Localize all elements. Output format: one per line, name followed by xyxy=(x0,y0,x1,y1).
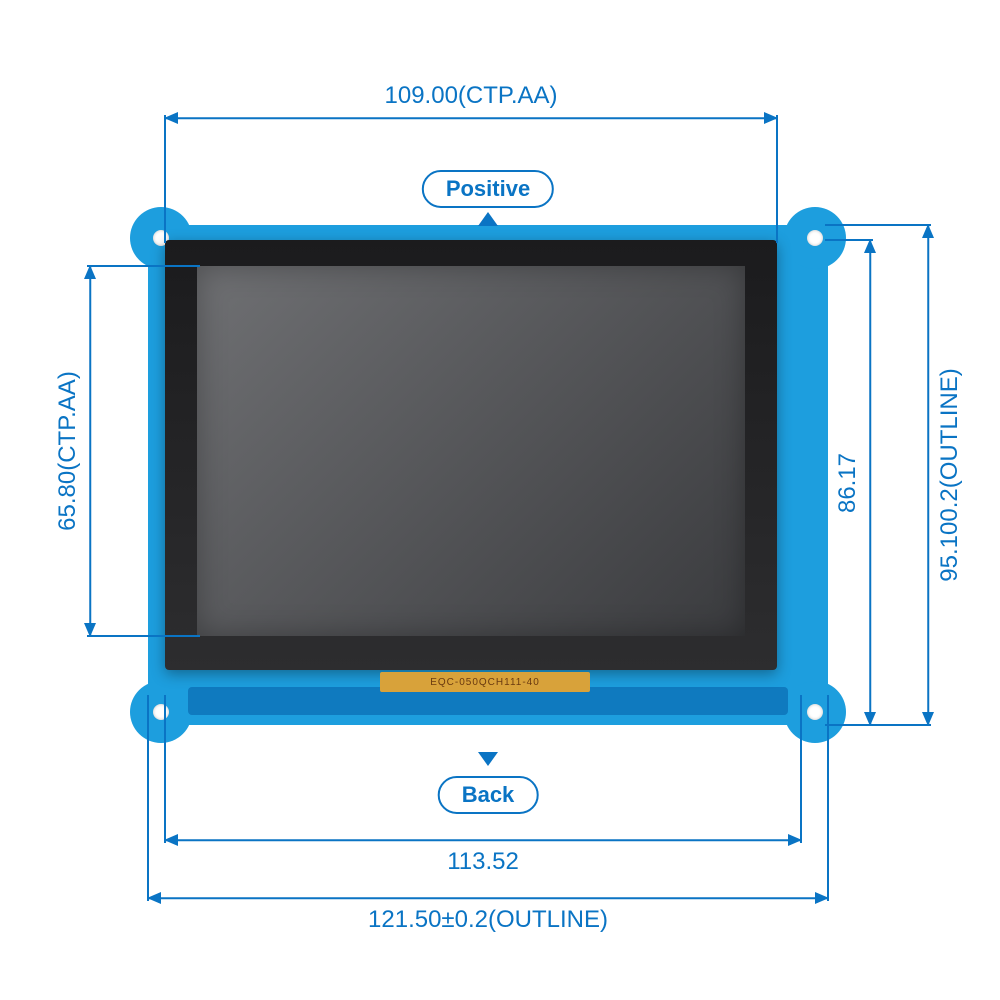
triangle-down-icon xyxy=(478,752,498,766)
positive-badge: Positive xyxy=(422,170,554,208)
ext-line xyxy=(776,115,778,243)
triangle-up-icon xyxy=(478,212,498,226)
ext-line xyxy=(87,635,200,637)
dim-v xyxy=(920,225,936,725)
dim-h xyxy=(165,832,801,848)
ext-line xyxy=(164,695,166,843)
dim-label: 121.50±0.2(OUTLINE) xyxy=(368,906,608,934)
mount-hole-2 xyxy=(130,681,192,743)
flex-ribbon: EQC-050QCH111-40 xyxy=(380,672,590,692)
dim-label: 86.17 xyxy=(834,452,862,512)
ext-line xyxy=(825,724,931,726)
back-badge: Back xyxy=(438,776,539,814)
dim-h xyxy=(148,890,828,906)
screen-bezel xyxy=(165,240,777,670)
ext-line xyxy=(87,265,200,267)
ext-line xyxy=(164,115,166,243)
ext-line xyxy=(147,695,149,901)
dim-label: 113.52 xyxy=(447,848,519,876)
dim-h xyxy=(165,110,777,126)
mount-hole-1 xyxy=(784,207,846,269)
dim-label: 95.100.2(OUTLINE) xyxy=(936,368,964,581)
hole-icon xyxy=(807,230,823,246)
ext-line xyxy=(825,224,931,226)
ext-line xyxy=(825,239,873,241)
ext-line xyxy=(827,695,829,901)
dim-label: 109.00(CTP.AA) xyxy=(385,82,558,110)
dim-label: 65.80(CTP.AA) xyxy=(54,371,82,531)
dim-v xyxy=(82,266,98,636)
hole-icon xyxy=(807,704,823,720)
mount-hole-3 xyxy=(784,681,846,743)
hole-icon xyxy=(153,704,169,720)
dim-v xyxy=(862,240,878,725)
screen-active-area xyxy=(197,266,745,636)
ext-line xyxy=(800,695,802,843)
